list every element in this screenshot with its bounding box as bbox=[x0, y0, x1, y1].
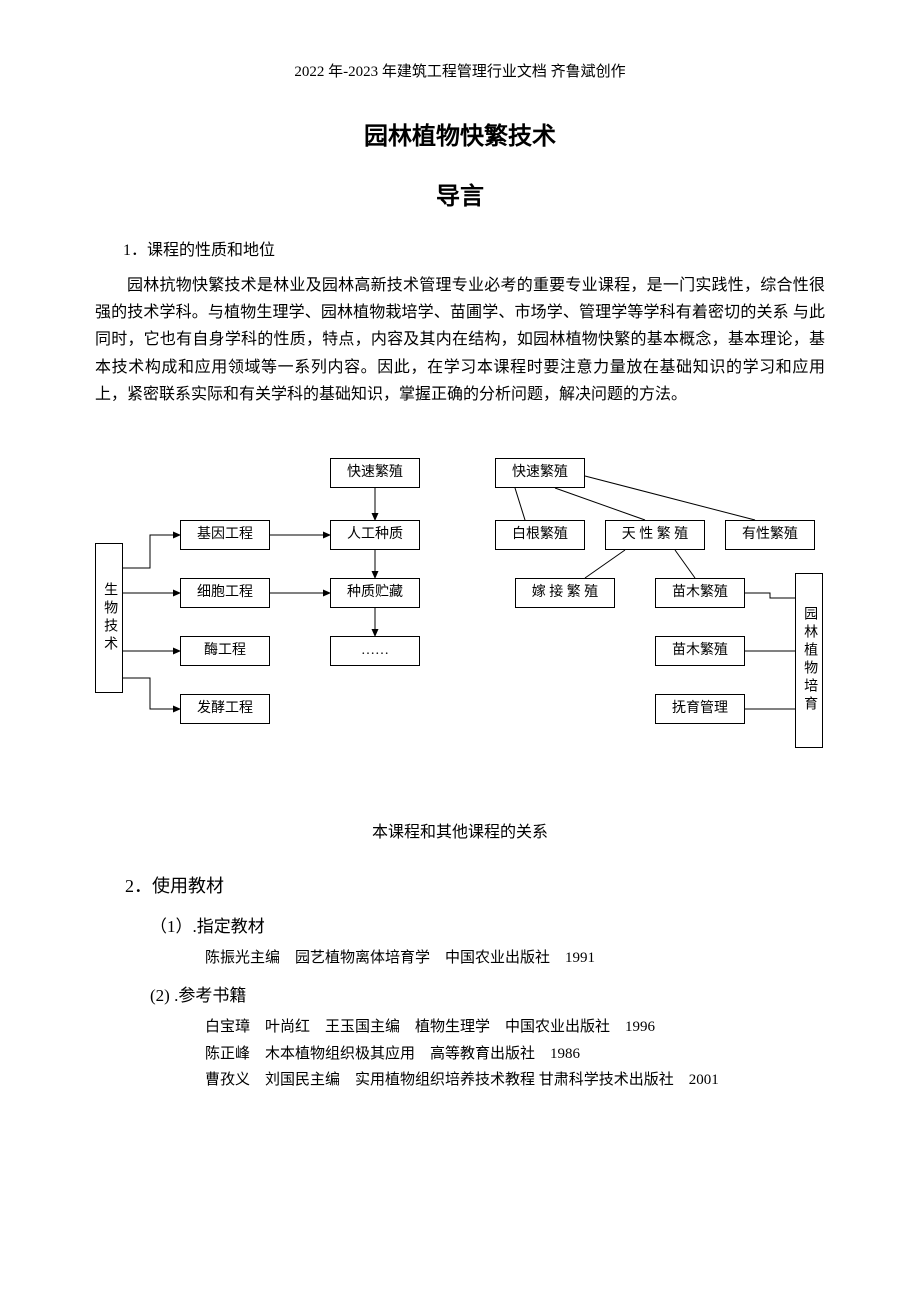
node-root: 白根繁殖 bbox=[495, 520, 585, 550]
edge bbox=[585, 550, 625, 578]
diagram-edges bbox=[95, 438, 825, 778]
edge bbox=[745, 593, 795, 598]
node-seedling1: 苗木繁殖 bbox=[655, 578, 745, 608]
reference-line: 陈正峰 木本植物组织极其应用 高等教育出版社 1986 bbox=[205, 1043, 825, 1066]
node-cell: 细胞工程 bbox=[180, 578, 270, 608]
node-dots: …… bbox=[330, 636, 420, 666]
page-header: 2022 年-2023 年建筑工程管理行业文档 齐鲁斌创作 bbox=[95, 60, 825, 81]
node-store: 种质贮藏 bbox=[330, 578, 420, 608]
node-seedling2: 苗木繁殖 bbox=[655, 636, 745, 666]
node-left_root: 生物技术 bbox=[95, 543, 123, 693]
edge bbox=[123, 678, 180, 709]
main-title: 园林植物快繁技术 bbox=[95, 116, 825, 151]
edge bbox=[675, 550, 695, 578]
sub-title: 导言 bbox=[95, 176, 825, 211]
reference-line: 陈振光主编 园艺植物离体培育学 中国农业出版社 1991 bbox=[205, 947, 825, 970]
node-manage: 抚育管理 bbox=[655, 694, 745, 724]
edge bbox=[555, 488, 645, 520]
node-fast1: 快速繁殖 bbox=[330, 458, 420, 488]
references-a: 陈振光主编 园艺植物离体培育学 中国农业出版社 1991 bbox=[95, 947, 825, 970]
section-1-body: 园林抗物快繁技术是林业及园林高新技术管理专业必考的重要专业课程，是一门实践性，综… bbox=[95, 272, 825, 408]
node-enzyme: 酶工程 bbox=[180, 636, 270, 666]
diagram-caption: 本课程和其他课程的关系 bbox=[95, 818, 825, 842]
edge bbox=[123, 535, 180, 568]
reference-line: 白宝璋 叶尚红 王玉国主编 植物生理学 中国农业出版社 1996 bbox=[205, 1016, 825, 1039]
edge bbox=[585, 476, 755, 520]
node-seed: 人工种质 bbox=[330, 520, 420, 550]
subsection-a-heading: （1）.指定教材 bbox=[150, 912, 825, 937]
references-b: 白宝璋 叶尚红 王玉国主编 植物生理学 中国农业出版社 1996 陈正峰 木本植物… bbox=[95, 1016, 825, 1092]
node-nature: 天 性 繁 殖 bbox=[605, 520, 705, 550]
reference-line: 曹孜义 刘国民主编 实用植物组织培养技术教程 甘肃科学技术出版社 2001 bbox=[205, 1069, 825, 1092]
node-gene: 基因工程 bbox=[180, 520, 270, 550]
node-ferment: 发酵工程 bbox=[180, 694, 270, 724]
edge bbox=[515, 488, 525, 520]
section-2-heading: 2．使用教材 bbox=[125, 872, 825, 898]
node-sex: 有性繁殖 bbox=[725, 520, 815, 550]
node-graft: 嫁 接 繁 殖 bbox=[515, 578, 615, 608]
subsection-b-heading: (2) .参考书籍 bbox=[150, 981, 825, 1006]
node-fast2: 快速繁殖 bbox=[495, 458, 585, 488]
section-1-heading: 1．课程的性质和地位 bbox=[123, 236, 825, 260]
node-right_root: 园林植物培育 bbox=[795, 573, 823, 748]
relationship-diagram: 生物技术 基因工程细胞工程酶工程发酵工程 快速繁殖人工种质种质贮藏 …… 快速繁殖白根繁… bbox=[95, 438, 825, 778]
